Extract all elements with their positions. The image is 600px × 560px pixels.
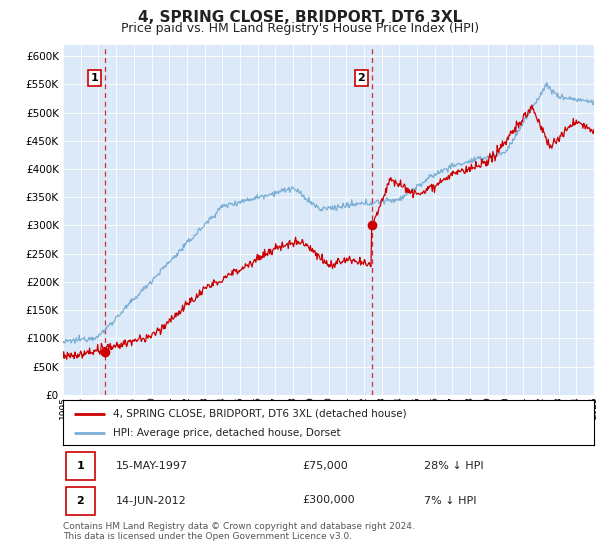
Text: 4, SPRING CLOSE, BRIDPORT, DT6 3XL (detached house): 4, SPRING CLOSE, BRIDPORT, DT6 3XL (deta… [113,409,407,419]
Text: 15-MAY-1997: 15-MAY-1997 [116,461,188,471]
Text: 4, SPRING CLOSE, BRIDPORT, DT6 3XL: 4, SPRING CLOSE, BRIDPORT, DT6 3XL [138,10,462,25]
Text: 2: 2 [76,496,84,506]
Text: 7% ↓ HPI: 7% ↓ HPI [424,496,476,506]
Text: 1: 1 [76,461,84,471]
Text: 28% ↓ HPI: 28% ↓ HPI [424,461,484,471]
Text: 1: 1 [91,73,98,83]
Text: Price paid vs. HM Land Registry's House Price Index (HPI): Price paid vs. HM Land Registry's House … [121,22,479,35]
Text: 14-JUN-2012: 14-JUN-2012 [116,496,187,506]
Text: £75,000: £75,000 [302,461,348,471]
FancyBboxPatch shape [65,452,95,480]
Text: £300,000: £300,000 [302,496,355,506]
Text: Contains HM Land Registry data © Crown copyright and database right 2024.
This d: Contains HM Land Registry data © Crown c… [63,522,415,542]
FancyBboxPatch shape [65,487,95,515]
Text: 2: 2 [358,73,365,83]
Text: HPI: Average price, detached house, Dorset: HPI: Average price, detached house, Dors… [113,428,341,438]
